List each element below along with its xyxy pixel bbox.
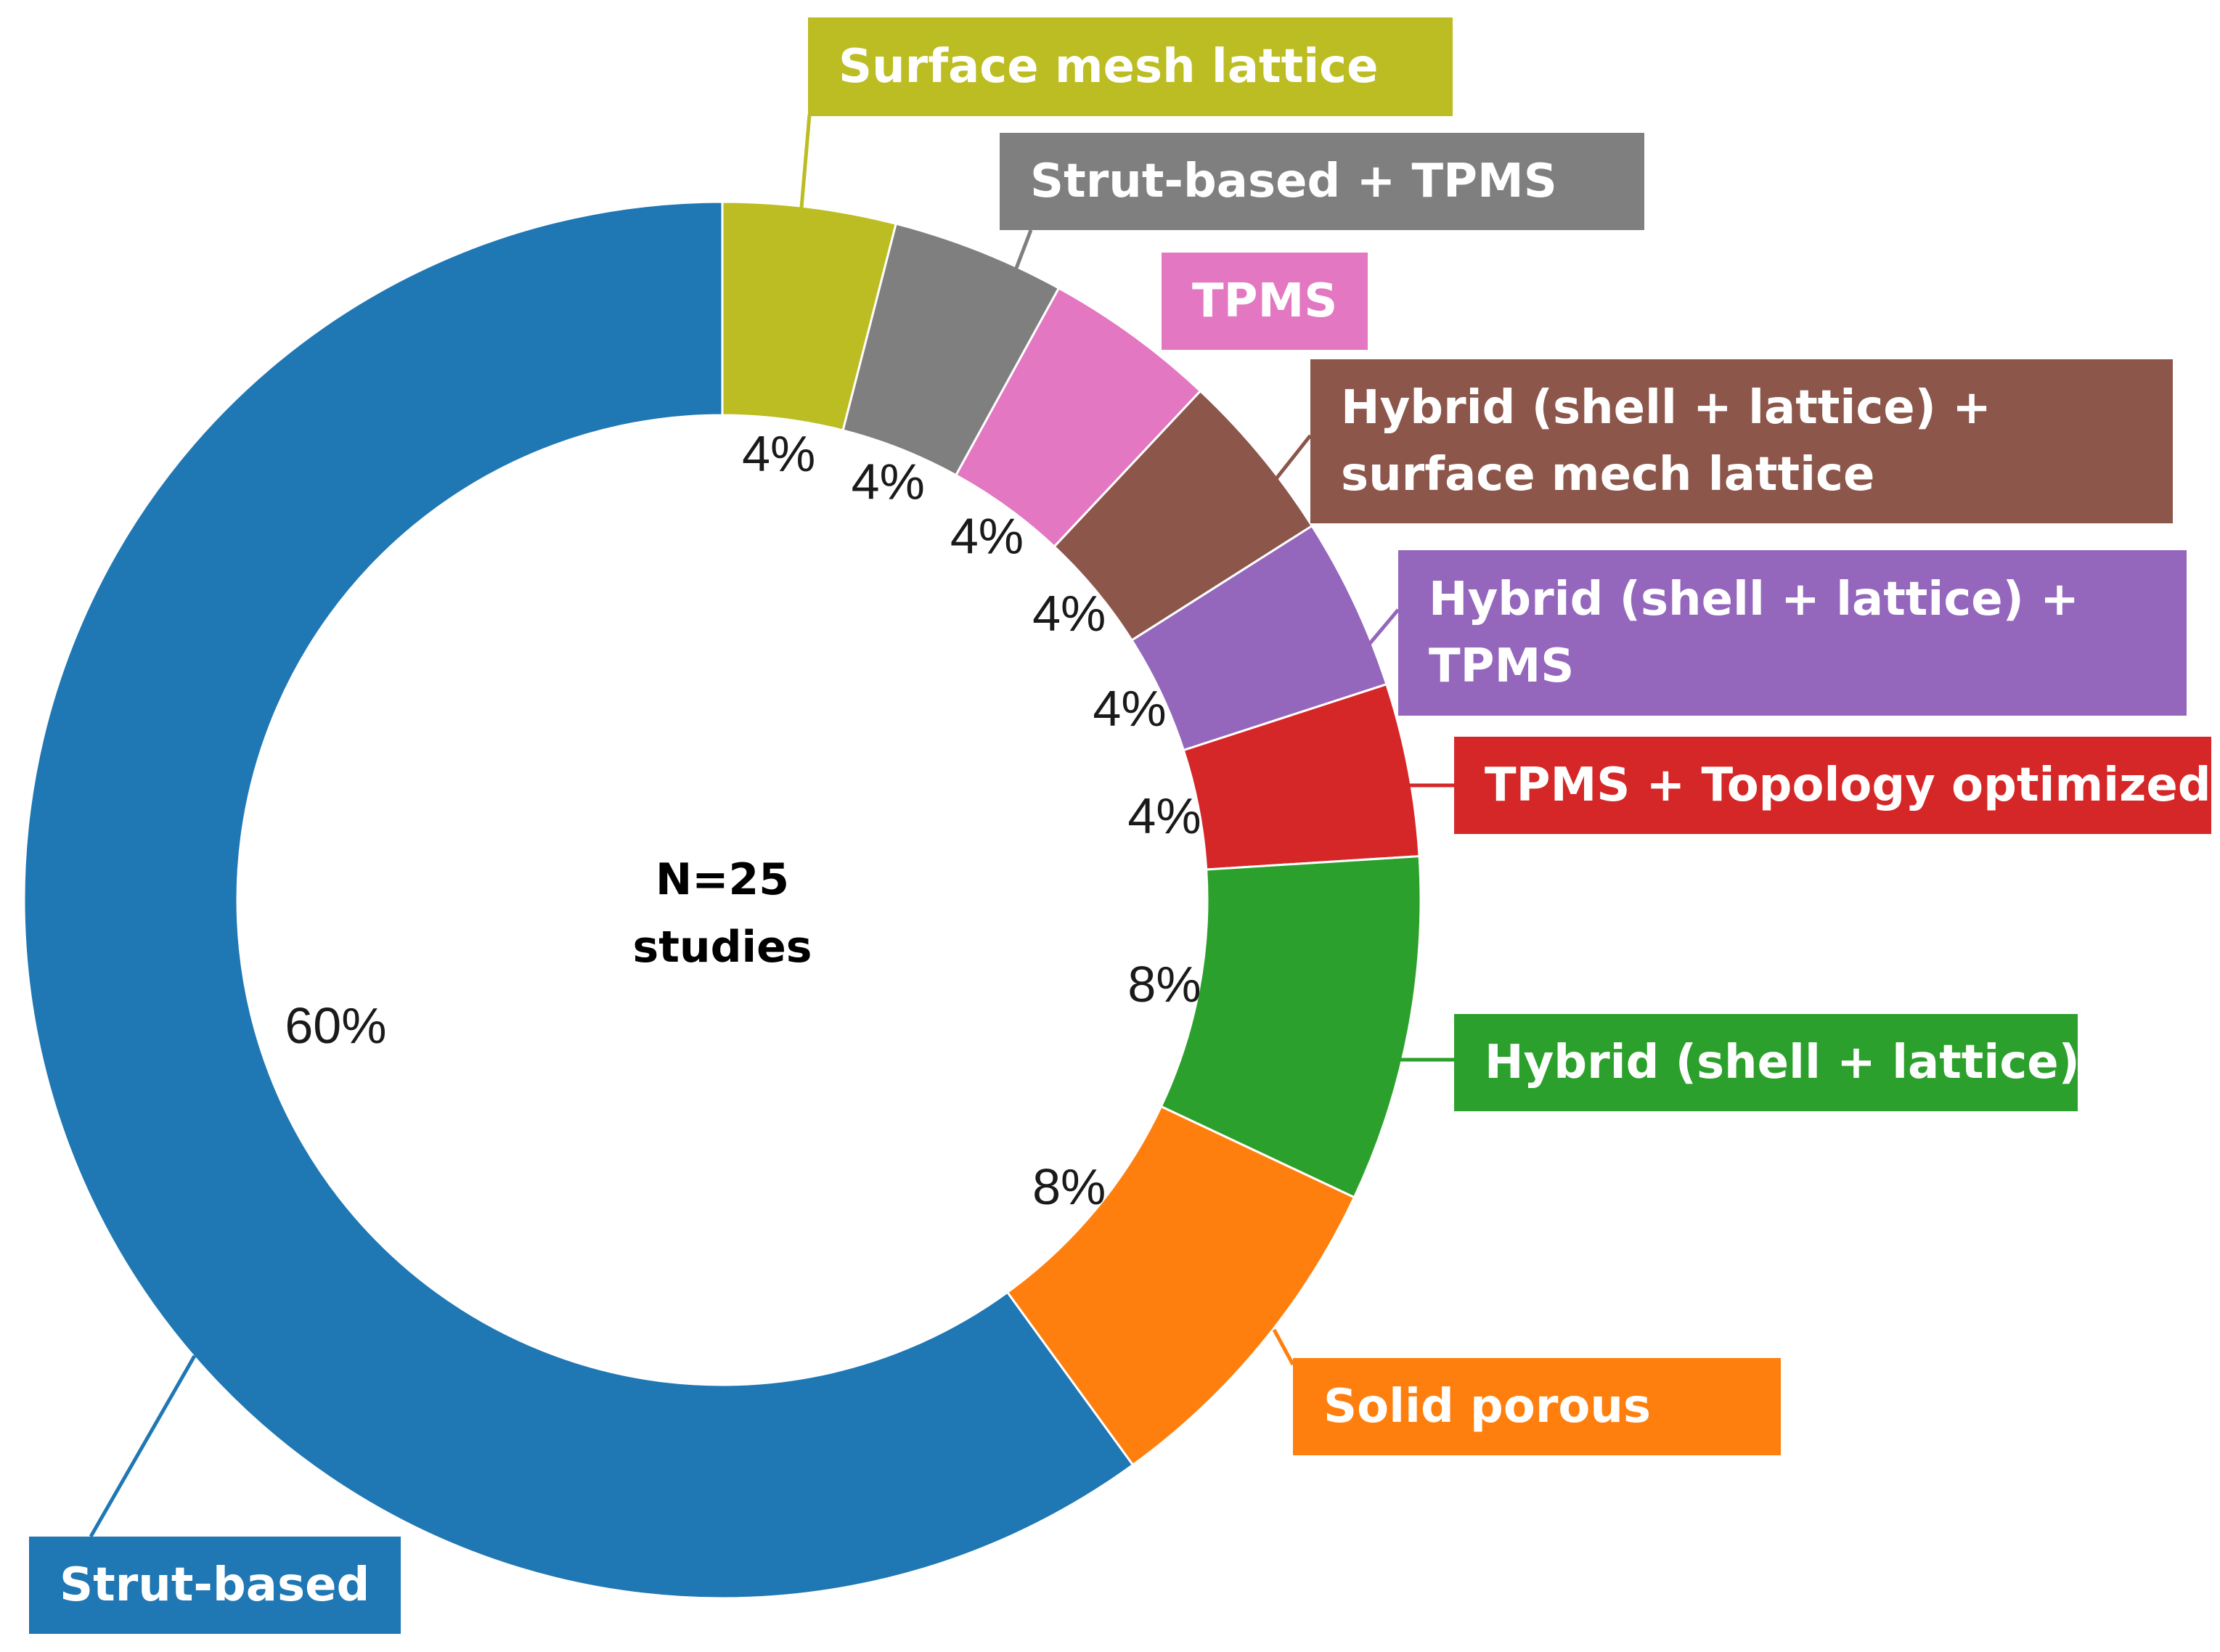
label-box-surface-mesh-lattice (808, 17, 1453, 116)
slice-strut-based (23, 200, 1135, 1600)
percent-label-tpms: 4% (950, 507, 1024, 564)
category-label-hybrid-shell-lattice-tpms: Hybrid (shell + lattice) + TPMS (1398, 550, 2187, 716)
leader-strut-based (89, 1354, 197, 1538)
category-labels: Surface mesh lattice Strut-based + TPMS TP… (29, 17, 2211, 1634)
category-label-tpms: TPMS (1162, 253, 1368, 350)
category-label-solid-porous: Solid porous (1293, 1358, 1781, 1455)
percent-label-hybrid-shell-lattice: 8% (1127, 956, 1201, 1013)
category-label-tpms-topology-optimized: TPMS + Topology optimized (1454, 737, 2211, 834)
label-text-strut-based-tpms: Strut-based + TPMS (1030, 155, 1557, 208)
label-text-hybrid-shell-lattice-surface-mech-lattice-line-2: surface mech lattice (1341, 448, 1874, 502)
percent-label-strut-based-tpms: 4% (852, 454, 925, 510)
category-label-surface-mesh-lattice: Surface mesh lattice (808, 17, 1453, 116)
category-label-strut-based-tpms: Strut-based + TPMS (1000, 133, 1644, 230)
label-text-solid-porous: Solid porous (1323, 1380, 1651, 1434)
label-text-hybrid-shell-lattice-tpms-line-2: TPMS (1429, 639, 1574, 693)
leader-solid-porous (1272, 1328, 1295, 1366)
label-text-strut-based: Strut-based (60, 1558, 370, 1612)
center-label: N=25 studies (632, 854, 812, 973)
percent-label-hybrid-shell-lattice-surface-mech-lattice: 4% (1032, 585, 1106, 642)
leader-hybrid-shell-lattice-tpms (1366, 608, 1400, 647)
percent-label-strut-based: 60% (285, 997, 386, 1054)
percent-label-surface-mesh-lattice: 4% (742, 425, 815, 482)
center-text-line-1: N=25 (656, 854, 789, 905)
label-text-hybrid-shell-lattice: Hybrid (shell + lattice) (1485, 1036, 2080, 1089)
label-box-strut-based-tpms (1000, 133, 1644, 230)
category-label-hybrid-shell-lattice: Hybrid (shell + lattice) (1454, 1014, 2080, 1111)
label-box-tpms-topology-optimized (1454, 737, 2211, 834)
label-box-hybrid-shell-lattice-surface-mech-lattice (1310, 359, 2173, 523)
label-text-surface-mesh-lattice: Surface mesh lattice (838, 40, 1379, 94)
percent-label-solid-porous: 8% (1032, 1158, 1106, 1215)
leader-hybrid-shell-lattice-surface-mech-lattice (1268, 434, 1312, 489)
percent-label-tpms-topology-optimized: 4% (1127, 788, 1201, 844)
category-label-strut-based: Strut-based (29, 1537, 401, 1634)
label-box-tpms (1162, 253, 1368, 350)
leader-surface-mesh-lattice (799, 114, 812, 217)
percent-label-hybrid-shell-lattice-tpms: 4% (1093, 680, 1166, 737)
donut-slices (23, 200, 1422, 1600)
percent-labels: 4% 4%4%4%4%4%8%8%60% (285, 425, 1201, 1215)
leader-strut-based-tpms (1010, 229, 1033, 280)
label-text-hybrid-shell-lattice-surface-mech-lattice-line-1: Hybrid (shell + lattice) + (1341, 381, 1991, 435)
label-box-solid-porous (1293, 1358, 1781, 1455)
center-text-line-2: studies (632, 922, 812, 973)
label-text-tpms: TPMS (1192, 274, 1337, 328)
label-box-strut-based (29, 1537, 401, 1634)
label-box-hybrid-shell-lattice (1454, 1014, 2078, 1111)
label-box-hybrid-shell-lattice-tpms (1398, 550, 2187, 716)
category-label-hybrid-shell-lattice-surface-mech-lattice: Hybrid (shell + lattice) + surface mech l… (1310, 359, 2173, 523)
label-text-tpms-topology-optimized: TPMS + Topology optimized (1485, 758, 2211, 812)
leader-lines (89, 114, 1454, 1538)
label-text-hybrid-shell-lattice-tpms-line-1: Hybrid (shell + lattice) + (1429, 573, 2079, 626)
